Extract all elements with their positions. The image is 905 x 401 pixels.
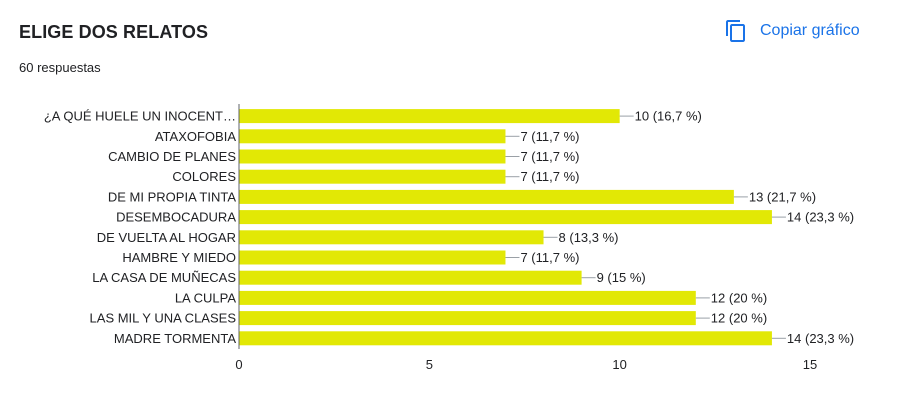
category-label: LA CULPA: [175, 290, 237, 305]
category-label: COLORES: [172, 169, 236, 184]
x-tick-label: 5: [426, 357, 433, 372]
copy-chart-label: Copiar gráfico: [760, 22, 860, 39]
bar: [239, 270, 582, 285]
bar: [239, 290, 696, 305]
bar: [239, 210, 772, 225]
copy-chart-button[interactable]: Copiar gráfico: [724, 16, 860, 46]
data-label: 7 (11,7 %): [520, 169, 579, 184]
data-label: 7 (11,7 %): [520, 129, 579, 144]
bar: [239, 250, 506, 265]
data-label: 7 (11,7 %): [520, 149, 579, 164]
category-label: DESEMBOCADURA: [116, 210, 236, 225]
bar: [239, 311, 696, 326]
x-tick-label: 10: [612, 357, 626, 372]
data-label: 14 (23,3 %): [787, 210, 854, 225]
category-label: HAMBRE Y MIEDO: [122, 250, 236, 265]
data-label: 9 (15 %): [597, 270, 646, 285]
category-label: CAMBIO DE PLANES: [108, 149, 236, 164]
category-label: DE MI PROPIA TINTA: [108, 189, 236, 204]
bar: [239, 129, 506, 144]
chart-title: ELIGE DOS RELATOS: [19, 22, 209, 42]
data-label: 8 (13,3 %): [559, 230, 619, 245]
category-label: LA CASA DE MUÑECAS: [92, 270, 236, 285]
data-label: 14 (23,3 %): [787, 331, 854, 346]
bar: [239, 331, 772, 346]
category-label: ATAXOFOBIA: [155, 129, 236, 144]
x-tick-label: 0: [235, 357, 242, 372]
category-label: DE VUELTA AL HOGAR: [97, 230, 236, 245]
category-label: ¿A QUÉ HUELE UN INOCENT…: [44, 109, 236, 124]
category-label: MADRE TORMENTA: [114, 331, 236, 346]
data-label: 7 (11,7 %): [520, 250, 579, 265]
data-label: 13 (21,7 %): [749, 189, 816, 204]
data-label: 10 (16,7 %): [635, 109, 702, 124]
data-label: 12 (20 %): [711, 290, 767, 305]
category-label: LAS MIL Y UNA CLASES: [90, 311, 237, 326]
bar: [239, 169, 506, 184]
data-label: 12 (20 %): [711, 311, 767, 326]
x-tick-label: 15: [803, 357, 817, 372]
response-count: 60 respuestas: [19, 60, 101, 75]
bar: [239, 230, 544, 245]
bar: [239, 189, 734, 204]
bar: [239, 149, 506, 164]
copy-icon: [724, 19, 748, 43]
bar: [239, 109, 620, 124]
